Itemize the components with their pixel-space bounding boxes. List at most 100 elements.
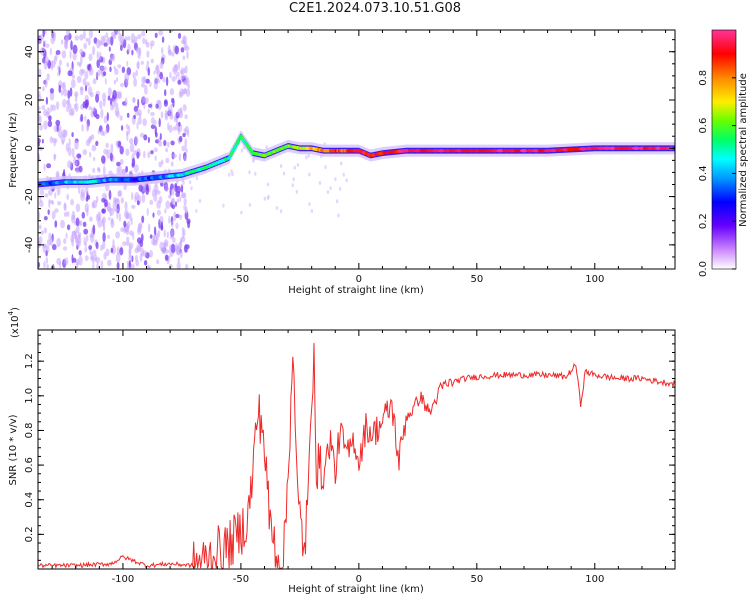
spectrogram-noise-point <box>147 265 150 269</box>
spectrogram-noise-point <box>40 230 44 235</box>
spectrogram-noise-point <box>85 99 90 108</box>
spectrogram-noise-point <box>102 239 106 250</box>
spectrogram-noise-point <box>149 81 152 88</box>
spectrogram-noise-point <box>188 180 192 185</box>
spectrogram-noise-point <box>126 212 130 220</box>
spectrogram-ridge-cell <box>590 146 599 150</box>
spectrogram-noise-point <box>70 40 73 51</box>
spectrogram-noise-point <box>185 263 189 269</box>
spectrogram-noise-point <box>152 212 155 218</box>
spectrogram-noise-point <box>71 210 76 221</box>
spectrogram-noise-point <box>79 34 84 41</box>
x-tick-label: -50 <box>233 574 249 585</box>
spectrogram-noise-point <box>109 36 114 46</box>
spectrogram-noise-point <box>114 68 119 75</box>
spectrogram-noise-point <box>38 138 41 144</box>
y-tick-label: 0 <box>24 145 35 151</box>
spectrogram-noise-point <box>54 208 59 213</box>
spectrogram-noise-point <box>107 36 111 43</box>
spectrogram-frame <box>37 29 676 270</box>
spectrogram-noise-point <box>82 221 87 227</box>
colorbar-label: Normalized spectral amplitude <box>738 73 749 227</box>
spectrogram-noise-point <box>123 220 127 228</box>
spectrogram-noise-point <box>117 140 122 148</box>
spectrogram-noise-point <box>54 192 57 199</box>
spectrogram-noise-point <box>124 201 128 211</box>
spectrogram-noise-point <box>97 167 101 173</box>
spectrogram-noise-point <box>143 104 146 110</box>
spectrogram-noise-point <box>76 225 80 234</box>
spectrogram-noise-point <box>71 254 74 264</box>
spectrogram-noise-point <box>171 204 176 210</box>
spectrogram-noise-point <box>76 61 81 66</box>
spectrogram-noise-point <box>167 122 170 131</box>
spectrogram-noise-point <box>133 77 138 87</box>
spectrogram-noise-point <box>180 67 185 76</box>
spectrogram-noise-point <box>179 250 183 259</box>
spectrogram-noise-point <box>49 91 55 101</box>
spectrogram-noise-point <box>132 72 136 79</box>
spectrogram-noise-point <box>71 74 75 79</box>
spectrogram-noise-point <box>112 238 115 249</box>
spectrogram-noise-point <box>104 77 107 85</box>
spectrogram-noise-point <box>110 217 114 225</box>
spectrogram-noise-point <box>157 229 161 238</box>
spectrogram-noise-point <box>79 220 83 226</box>
spectrogram-noise-point <box>340 161 343 166</box>
spectrogram-noise-point <box>168 124 173 133</box>
spectrogram-noise-point <box>176 262 181 269</box>
spectrogram-noise-point <box>158 30 164 36</box>
spectrogram-noise-point <box>172 153 178 158</box>
spectrogram-noise-point <box>180 47 185 53</box>
spectrogram-noise-point <box>49 199 54 204</box>
spectrogram-noise-point <box>105 142 109 149</box>
spectrogram-noise-point <box>54 220 58 228</box>
spectrogram-noise-point <box>85 37 89 42</box>
spectrogram-noise-point <box>102 92 107 102</box>
spectrogram-noise-point <box>177 60 181 71</box>
spectrogram-noise-point <box>164 254 169 261</box>
spectrogram-noise-point <box>146 207 149 216</box>
spectrogram-noise-point <box>140 83 146 88</box>
spectrogram-noise-point <box>114 208 119 213</box>
spectrogram-noise-point <box>45 43 50 48</box>
spectrogram-noise-point <box>116 261 120 269</box>
spectrogram-noise-point <box>39 195 42 203</box>
spectrogram-noise-point <box>182 88 188 95</box>
spectrogram-noise-point <box>190 186 193 191</box>
snr-scale-exponent: 4 <box>7 310 15 315</box>
spectrogram-noise-point <box>118 212 121 222</box>
spectrogram-noise-point <box>84 240 88 247</box>
spectrogram-noise-point <box>137 116 142 125</box>
spectrogram-noise-point <box>99 100 103 110</box>
spectrogram-noise-point <box>84 115 87 122</box>
spectrogram-noise-point <box>310 209 314 214</box>
spectrogram-noise-point <box>117 64 122 69</box>
spectrogram-noise-point <box>169 251 174 258</box>
spectrogram-noise-point <box>144 84 148 95</box>
spectrogram-noise-point <box>110 31 116 37</box>
spectrogram-noise-point <box>39 36 42 45</box>
spectrogram-noise-point <box>87 37 91 46</box>
spectrogram-noise-point <box>102 232 106 242</box>
spectrogram-noise-point <box>180 185 184 193</box>
spectrogram-ridge-cell <box>236 140 240 144</box>
spectrogram-noise-point <box>88 53 93 62</box>
colorbar-tick-label: 0.4 <box>698 165 709 181</box>
spectrogram-y-axis: -40 -20 0 20 40 <box>24 39 675 270</box>
spectrogram-noise-point <box>90 233 95 243</box>
spectrogram-noise-point <box>170 161 174 167</box>
spectrogram-noise-point <box>279 209 283 214</box>
spectrogram-ridge-cell <box>455 149 464 153</box>
spectrogram-ridge-cell <box>227 156 232 160</box>
spectrogram-noise-point <box>112 89 117 100</box>
spectrogram-noise-point <box>75 168 80 174</box>
spectrogram-noise-point <box>182 180 185 185</box>
spectrogram-noise-point <box>307 153 310 158</box>
spectrogram-noise-point <box>292 177 295 182</box>
spectrogram-noise-point <box>100 108 104 119</box>
colorbar-tick-label: 0.2 <box>698 213 709 229</box>
spectrogram-noise-point <box>149 250 154 258</box>
spectrogram-noise-point <box>173 211 177 222</box>
spectrogram-ridge-cell <box>484 149 493 153</box>
